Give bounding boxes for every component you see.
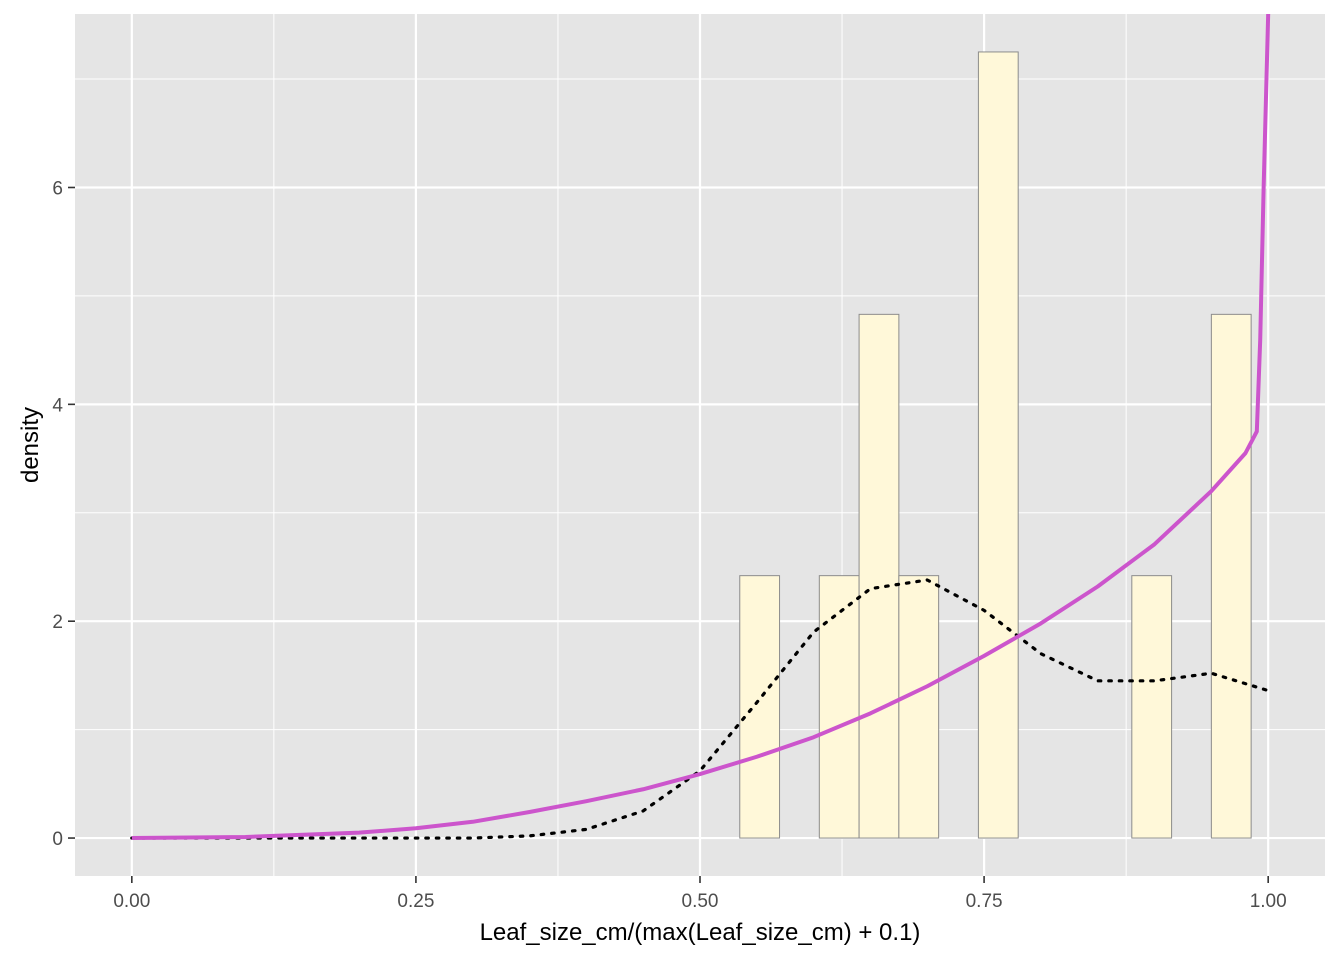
histogram-bar	[739, 575, 781, 839]
x-tick-label: 0.75	[966, 891, 1003, 912]
x-tick-label: 0.00	[113, 891, 150, 912]
empirical-density-line	[130, 578, 1270, 840]
x-axis-ticks: 0.00 0.25 0.50 0.75 1.00	[113, 876, 1287, 912]
histogram-bar	[898, 575, 940, 839]
histogram-bar	[1210, 313, 1252, 839]
x-tick-label: 0.25	[397, 891, 434, 912]
y-tick-label: 0	[52, 829, 63, 850]
x-tick-label: 0.50	[682, 891, 719, 912]
y-tick-label: 6	[52, 178, 63, 199]
y-tick-label: 4	[52, 395, 63, 416]
major-gridlines	[75, 14, 1325, 876]
histogram-bar	[977, 51, 1019, 839]
histogram-bar	[818, 575, 860, 839]
y-axis-title: density	[17, 407, 44, 483]
histogram-bar	[858, 313, 900, 839]
histogram-bar	[1131, 575, 1173, 839]
histogram-bars	[739, 51, 1252, 839]
y-axis-ticks: 0 2 4 6	[52, 178, 75, 850]
y-tick-label: 2	[52, 612, 63, 633]
density-curves	[130, 13, 1271, 841]
fitted-density-line	[131, 13, 1271, 841]
x-tick-label: 1.00	[1250, 891, 1287, 912]
x-axis-title: Leaf_size_cm/(max(Leaf_size_cm) + 0.1)	[480, 919, 921, 946]
